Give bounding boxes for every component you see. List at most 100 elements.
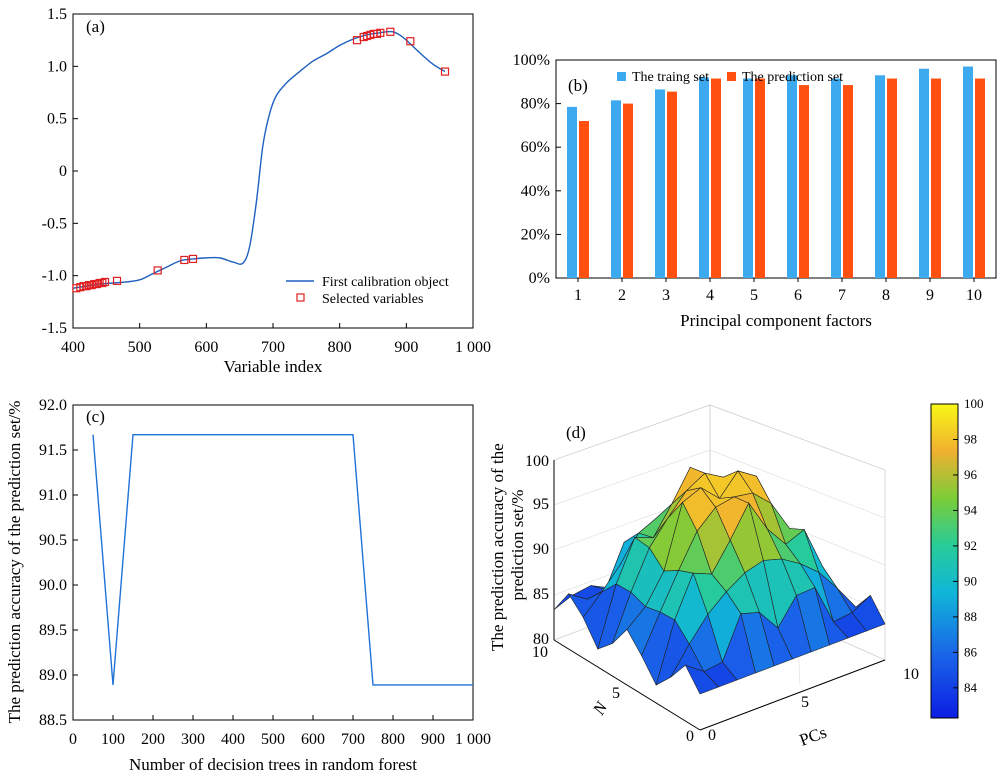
x-tick-label: 400 — [221, 731, 245, 748]
x-tick-label: 6 — [794, 287, 802, 304]
selected-variable-marker — [82, 282, 91, 291]
plot-frame-c — [72, 404, 474, 721]
bar-prediction — [667, 91, 677, 278]
selected-variable-marker — [100, 277, 110, 287]
selected-variable-marker — [386, 27, 395, 36]
x-tick-label: 7 — [838, 287, 846, 304]
legend-b-item-1: The traing set — [632, 70, 709, 85]
colorbar-tick-label: 86 — [964, 644, 978, 659]
bar-prediction — [623, 103, 633, 278]
y-tick-label: 92.0 — [39, 397, 67, 414]
y-tick-label: 91.5 — [39, 442, 67, 459]
bar-training — [787, 75, 797, 278]
pcs-tick-10: 10 — [903, 666, 919, 683]
x-tick-label: 4 — [706, 287, 714, 304]
legend-a-marker-swatch — [296, 293, 305, 302]
x-tick-label: 500 — [261, 731, 285, 748]
y-tick-label: -1.5 — [42, 320, 67, 337]
selected-variable-marker — [153, 266, 162, 275]
x-tick-label: 500 — [128, 339, 152, 356]
x-axis-label-a: Variable index — [224, 357, 323, 376]
bar-training — [831, 78, 841, 278]
x-tick-label: 2 — [618, 287, 626, 304]
n-tick-5: 5 — [612, 685, 620, 702]
z-tick-95: 95 — [533, 496, 549, 513]
panel-a-label: (a) — [86, 17, 105, 36]
colorbar-tick-label: 92 — [964, 538, 977, 553]
z-tick-85: 85 — [533, 586, 549, 603]
legend-b: The traing set The prediction set — [617, 70, 843, 85]
selected-variable-marker — [87, 280, 96, 290]
colorbar-tick-label: 84 — [964, 680, 978, 695]
legend-b-swatch-1 — [617, 72, 626, 81]
bar-training — [875, 75, 885, 278]
panel-b: (b) 0% 20% 40% 60% 80% 100% 1 2 3 4 5 6 7 8 9 10 Princ… — [513, 52, 997, 330]
selected-variable-marker — [98, 278, 107, 288]
axis-n — [553, 639, 701, 731]
x-axis-c: 0 100 200 300 400 500 600 700 800 900 1 000 — [69, 715, 491, 748]
y-tick-label: -0.5 — [42, 215, 67, 232]
legend-a: First calibration object Selected variab… — [286, 275, 449, 307]
bar-training — [567, 106, 577, 279]
y-tick-label: 1.5 — [47, 6, 67, 23]
selected-variable-marker — [92, 279, 102, 289]
x-tick-label: 400 — [61, 339, 85, 356]
axis-label-pcs: PCs — [797, 723, 829, 750]
x-tick-label: 5 — [750, 287, 758, 304]
x-tick-label: 800 — [328, 339, 352, 356]
y-tick-label: 60% — [521, 139, 550, 156]
plot-frame-b — [555, 59, 997, 279]
x-tick-label: 600 — [301, 731, 325, 748]
legend-b-swatch-2 — [727, 72, 736, 81]
x-tick-label: 0 — [69, 731, 77, 748]
panel-d: (d) 80 85 90 95 100 10 5 0 0 5 10 N PCs … — [488, 396, 984, 750]
pcs-tick-0: 0 — [708, 727, 716, 744]
bar-prediction — [579, 121, 589, 278]
bar-training — [699, 77, 709, 278]
x-tick-label: 8 — [882, 287, 890, 304]
selected-variable-marker — [376, 28, 385, 37]
y-tick-label: -1.0 — [42, 268, 67, 285]
accuracy-line — [92, 434, 473, 686]
y-tick-label: 0 — [59, 163, 67, 180]
bar-prediction — [843, 85, 853, 278]
bar-prediction — [975, 78, 985, 278]
y-tick-label: 91.0 — [39, 487, 67, 504]
x-tick-label: 900 — [394, 339, 418, 356]
y-tick-label: 1.0 — [47, 58, 67, 75]
z-axis-label: The prediction accuracy of the predictio… — [488, 439, 527, 651]
x-tick-label: 200 — [141, 731, 165, 748]
y-tick-label: 0.5 — [47, 111, 67, 128]
selected-variable-marker — [188, 254, 198, 264]
x-axis-label-c: Number of decision trees in random fores… — [129, 755, 417, 774]
z-tick-100: 100 — [525, 453, 549, 470]
axis-pcs — [699, 659, 886, 731]
x-tick-label: 600 — [194, 339, 218, 356]
legend-a-item-1: First calibration object — [322, 275, 449, 290]
y-tick-label: 80% — [521, 96, 550, 113]
y-tick-label: 0% — [529, 270, 550, 287]
x-tick-label: 300 — [181, 731, 205, 748]
x-tick-label: 10 — [966, 287, 982, 304]
panel-b-label: (b) — [568, 76, 588, 95]
y-axis-a: -1.5 -1.0 -0.5 0 0.5 1.0 1.5 — [42, 6, 78, 337]
panel-c-label: (c) — [86, 407, 105, 426]
colorbar-tick-label: 96 — [964, 467, 978, 482]
panel-d-label: (d) — [566, 423, 586, 442]
x-axis-b: 1 2 3 4 5 6 7 8 9 10 — [574, 278, 982, 304]
z-axis-label-line-2: prediction set/% — [508, 490, 527, 601]
colorbar-tick-label: 98 — [964, 431, 977, 446]
colorbar-tick-label: 100 — [964, 396, 984, 411]
legend-b-item-2: The prediction set — [742, 70, 843, 85]
x-tick-label: 1 000 — [455, 731, 491, 748]
y-tick-label: 100% — [513, 52, 550, 69]
bar-training — [655, 89, 665, 279]
bar-prediction — [755, 78, 765, 278]
bar-training — [611, 100, 621, 278]
y-axis-c: 88.5 89.0 89.5 90.0 90.5 91.0 91.5 92.0 — [39, 397, 78, 729]
x-axis-label-b: Principal component factors — [680, 311, 872, 330]
y-tick-label: 88.5 — [39, 712, 67, 729]
bar-prediction — [887, 78, 897, 278]
selected-variable-marker — [440, 67, 450, 76]
